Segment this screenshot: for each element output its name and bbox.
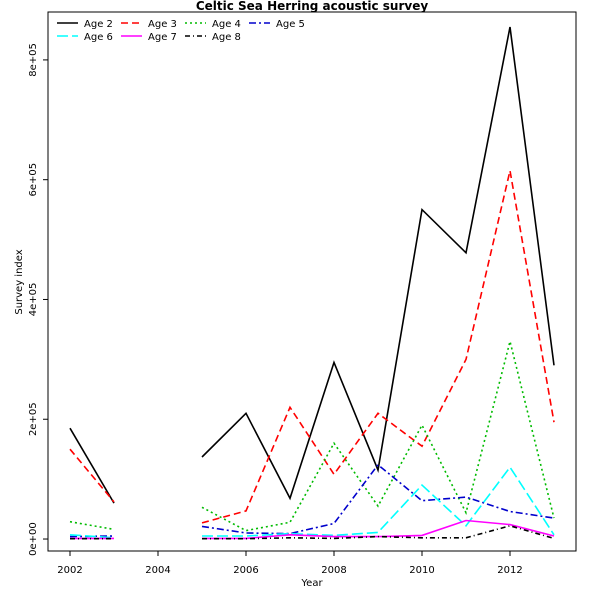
series-line-age-2 (69, 427, 115, 504)
legend-label: Age 8 (212, 32, 241, 43)
x-tick-label: 2010 (409, 565, 434, 576)
series-line-age-2 (201, 26, 555, 501)
y-axis-label: Survey index (14, 249, 25, 314)
y-tick-label: 6e+05 (28, 163, 39, 197)
x-tick-label: 2012 (497, 565, 522, 576)
x-tick-label: 2002 (57, 565, 82, 576)
series-line-age-4 (69, 520, 115, 531)
legend-label: Age 6 (84, 32, 113, 43)
y-axis: 0e+00 2e+05 4e+05 6e+05 8e+05 (28, 43, 48, 556)
series-layer (69, 26, 555, 540)
y-tick-label: 0e+00 (28, 522, 39, 556)
y-tick-label: 8e+05 (28, 43, 39, 77)
x-tick-label: 2006 (233, 565, 258, 576)
legend: Age 2 Age 3 Age 4 Age 5 Age 6 Age 7 Age 8 (57, 19, 305, 43)
legend-label: Age 7 (148, 32, 177, 43)
series-line-age-6 (69, 534, 115, 539)
series-line-age-6 (202, 465, 555, 537)
y-tick-label: 2e+05 (28, 402, 39, 436)
series-line-age-3 (201, 170, 555, 524)
x-axis: 2002 2004 2006 2008 2010 2012 (57, 551, 523, 576)
series-line-age-3 (69, 448, 115, 503)
y-tick-label: 4e+05 (28, 283, 39, 317)
x-tick-label: 2004 (145, 565, 170, 576)
series-line-age-5 (69, 535, 115, 538)
series-line-age-4 (201, 341, 555, 532)
legend-label: Age 4 (212, 19, 241, 30)
series-line-age-8 (202, 524, 555, 540)
legend-label: Age 2 (84, 19, 113, 30)
x-axis-label: Year (300, 578, 323, 589)
legend-label: Age 5 (276, 19, 305, 30)
plot-frame (47, 11, 577, 552)
legend-label: Age 3 (148, 19, 177, 30)
x-tick-label: 2008 (321, 565, 346, 576)
chart-title: Celtic Sea Herring acoustic survey (196, 0, 429, 13)
